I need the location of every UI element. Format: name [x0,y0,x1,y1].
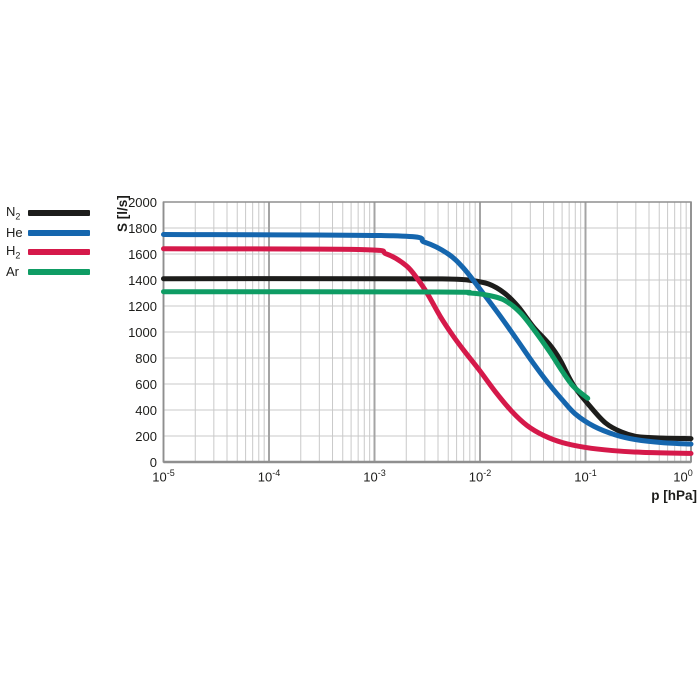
y-tick-label: 1400 [128,272,157,288]
series-Ar-line [161,289,591,401]
y-tick-label: 1600 [128,246,157,262]
legend-swatch [28,268,90,275]
x-tick-label: 10-1 [574,468,597,485]
legend-item-H2: H2 [6,242,90,261]
x-tick-label: 100 [673,468,693,485]
legend-label: He [6,225,23,241]
y-tick-label: 400 [135,402,157,418]
x-axis-title: p [hPa] [651,488,697,503]
legend-label: Ar [6,264,19,280]
y-tick-label: 200 [135,428,157,444]
legend-item-He: He [6,226,90,240]
y-tick-label: 800 [135,350,157,366]
legend-label: H2 [6,242,21,261]
legend-swatch [28,229,90,236]
x-tick-label: 10-5 [152,468,175,485]
x-tick-label: 10-3 [363,468,386,485]
y-tick-label: 1000 [128,324,157,340]
y-tick-label: 600 [135,376,157,392]
legend-item-N2: N2 [6,203,90,222]
x-tick-label: 10-2 [468,468,492,485]
y-tick-label: 1200 [128,298,157,314]
legend-item-Ar: Ar [6,265,90,279]
x-tick-label: 10-4 [257,468,281,485]
legend-swatch [28,249,90,256]
legend-label: N2 [6,203,21,222]
legend-swatch [28,210,90,216]
series-N2-line [161,276,694,442]
y-tick-label: 1800 [128,220,157,236]
y-tick-label: 2000 [128,194,157,210]
series-He-line [161,232,694,447]
y-tick-label: 0 [149,454,157,470]
series-H2-line [161,246,694,456]
